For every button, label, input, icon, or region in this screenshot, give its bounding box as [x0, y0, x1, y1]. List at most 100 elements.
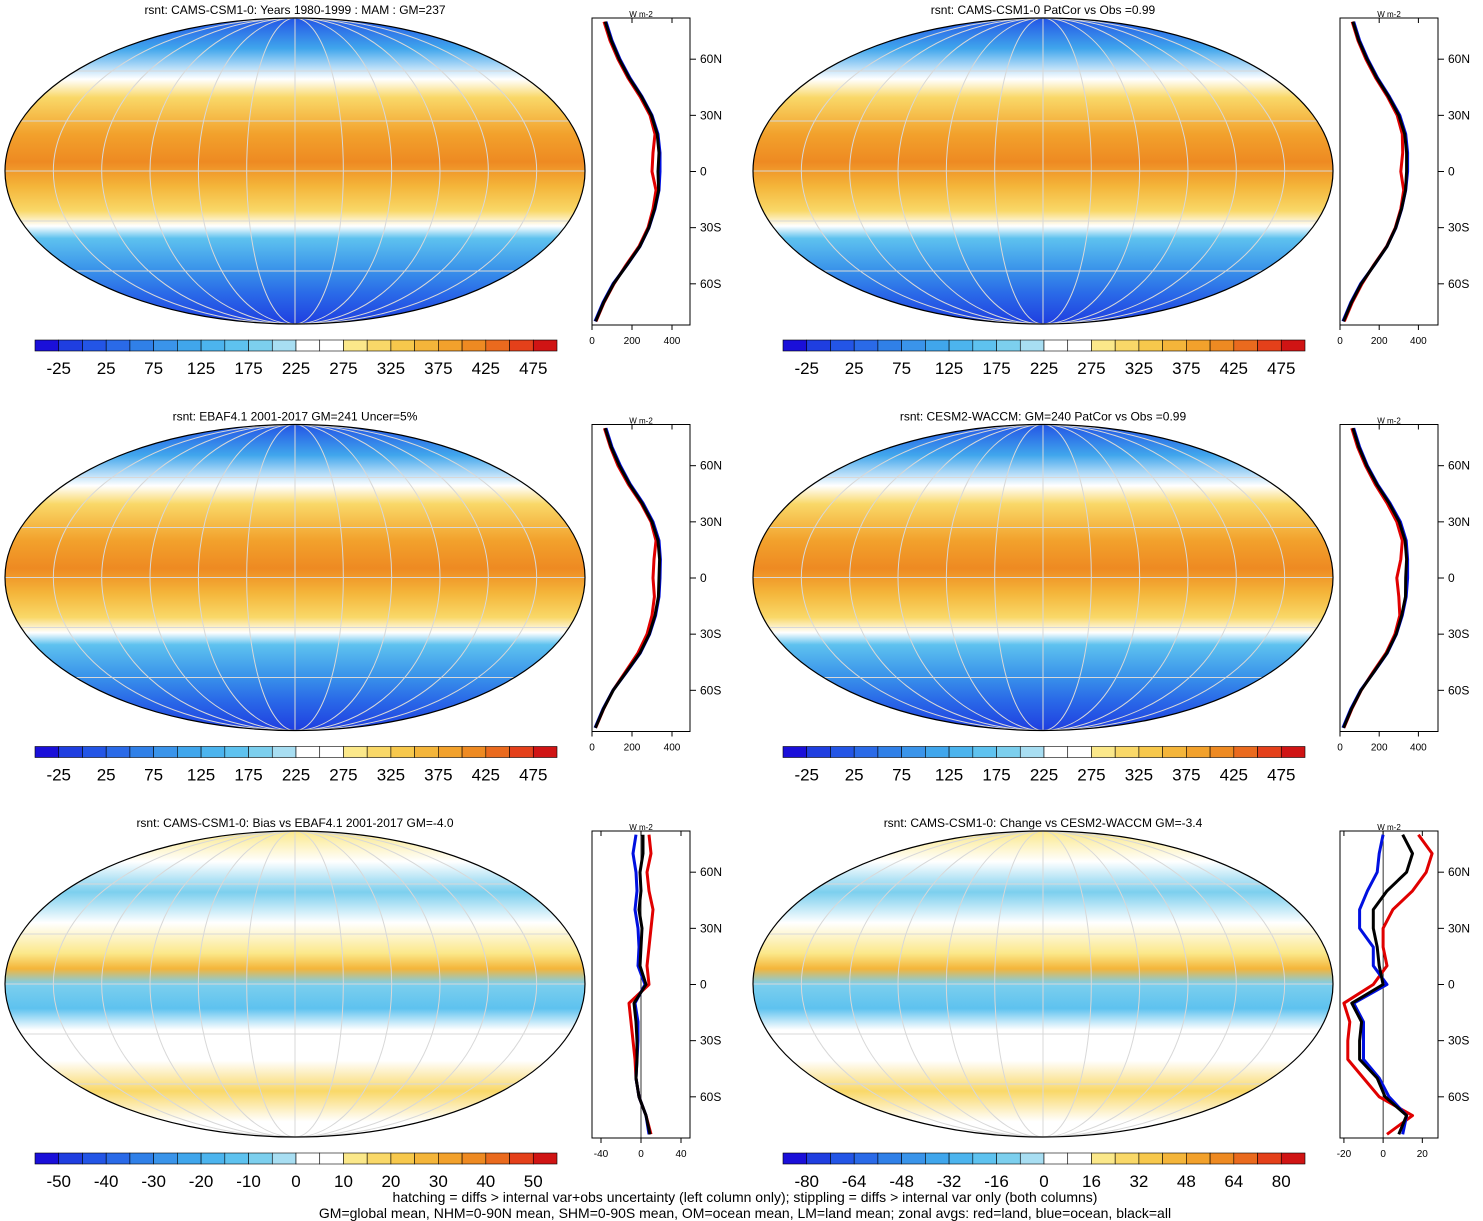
colorbar-box — [532, 746, 558, 758]
x-tick-label: 400 — [664, 743, 681, 754]
colorbar-label: 375 — [424, 359, 452, 378]
colorbar-label: 325 — [377, 766, 405, 785]
colorbar-label: -40 — [94, 1172, 119, 1191]
y-tick-label: 0 — [700, 571, 707, 585]
colorbar-label: 225 — [1030, 359, 1058, 378]
meridian — [52, 424, 538, 731]
colorbar-box — [972, 339, 997, 352]
colorbar-label: 225 — [282, 766, 310, 785]
meridian — [849, 424, 1237, 731]
colorbar-label: 25 — [97, 766, 116, 785]
colorbar-box — [271, 339, 297, 352]
x-tick-label: 400 — [664, 336, 681, 347]
x-tick-label: 200 — [1371, 336, 1388, 347]
colorbar-box — [901, 746, 926, 758]
x-tick-label: 200 — [624, 743, 641, 754]
colorbar-box — [509, 1152, 534, 1165]
colorbar-label: 0 — [291, 1172, 300, 1191]
colorbar-label: 475 — [1267, 359, 1295, 378]
colorbar-box — [461, 1152, 487, 1165]
meridian — [800, 18, 1286, 324]
colorbar-label: -64 — [842, 1172, 867, 1191]
colorbar-label: 475 — [519, 359, 547, 378]
meridian — [945, 424, 1141, 731]
colorbar-box — [438, 746, 463, 758]
meridian — [52, 18, 538, 324]
colorbar-box — [58, 339, 83, 352]
footnote: hatching = diffs > internal var+obs unce… — [393, 1189, 1098, 1205]
zonal-line — [1341, 21, 1410, 322]
colorbar-box — [58, 1152, 83, 1165]
colorbar-label: 275 — [329, 359, 357, 378]
meridian — [897, 424, 1189, 731]
zonal-line — [594, 427, 662, 729]
graticule — [753, 831, 1333, 1137]
meridian — [994, 424, 1092, 731]
colorbar-box — [34, 339, 60, 352]
colorbar-label: 375 — [424, 766, 452, 785]
colorbar-box — [414, 1152, 439, 1165]
colorbar-label: 275 — [1077, 766, 1105, 785]
meridian — [897, 18, 1189, 324]
colorbar-label: 125 — [935, 766, 963, 785]
x-tick-label: 20 — [1417, 1149, 1429, 1160]
meridian — [149, 18, 441, 324]
colorbar-box — [224, 339, 249, 352]
colorbar-box — [271, 746, 297, 758]
colorbar-box — [806, 746, 831, 758]
y-tick-label: 30S — [1448, 1034, 1469, 1048]
colorbar-label: 25 — [97, 359, 116, 378]
colorbar-box — [461, 746, 487, 758]
colorbar-box — [509, 746, 534, 758]
colorbar-label: -25 — [794, 766, 819, 785]
y-tick-label: 60S — [700, 1090, 721, 1104]
colorbar-box — [366, 1152, 392, 1165]
colorbar-box — [1067, 746, 1092, 758]
meridian — [101, 424, 489, 731]
colorbar-box — [129, 339, 154, 352]
colorbar-box — [1114, 339, 1140, 352]
colorbar-label: 325 — [377, 359, 405, 378]
zonal-frame — [1339, 17, 1439, 326]
x-tick-label: 400 — [1410, 336, 1427, 347]
colorbar-label: 20 — [381, 1172, 400, 1191]
colorbar-box — [1162, 746, 1187, 758]
x-tick-label: 0 — [1337, 336, 1343, 347]
y-tick-label: 60S — [700, 683, 721, 697]
colorbar-box — [390, 1152, 415, 1165]
colorbar-box — [1114, 1152, 1140, 1165]
colorbar-label: 325 — [1125, 766, 1153, 785]
x-tick-label: 400 — [1410, 743, 1427, 754]
colorbar-label: 175 — [982, 766, 1010, 785]
colorbar-box — [830, 1152, 855, 1165]
colorbar-label: 275 — [329, 766, 357, 785]
meridian — [800, 424, 1286, 731]
x-tick-label: 0 — [1337, 743, 1343, 754]
colorbar-label: 25 — [845, 359, 864, 378]
colorbar-label: -10 — [236, 1172, 261, 1191]
colorbar-box — [901, 1152, 926, 1165]
y-tick-label: 30S — [700, 1034, 721, 1048]
colorbar-label: 375 — [1172, 359, 1200, 378]
colorbar-label: -30 — [141, 1172, 166, 1191]
colorbar-box — [105, 1152, 131, 1165]
colorbar-box — [153, 746, 178, 758]
meridian — [246, 18, 344, 324]
zonal-line — [594, 21, 658, 322]
colorbar-box — [782, 1152, 808, 1165]
map-outline — [752, 830, 1334, 1138]
colorbar-box — [1091, 339, 1116, 352]
colorbar-box — [925, 1152, 950, 1165]
meridian — [945, 18, 1141, 324]
colorbar-box — [200, 1152, 226, 1165]
colorbar-box — [82, 746, 107, 758]
y-tick-label: 0 — [1448, 978, 1455, 992]
colorbar-box — [901, 339, 926, 352]
meridian — [149, 424, 441, 731]
zonal-frame — [591, 17, 691, 326]
colorbar-label: 175 — [982, 359, 1010, 378]
colorbar-box — [1138, 339, 1163, 352]
colorbar-box — [925, 746, 950, 758]
colorbar-box — [1186, 1152, 1211, 1165]
y-tick-label: 30N — [1448, 921, 1470, 935]
